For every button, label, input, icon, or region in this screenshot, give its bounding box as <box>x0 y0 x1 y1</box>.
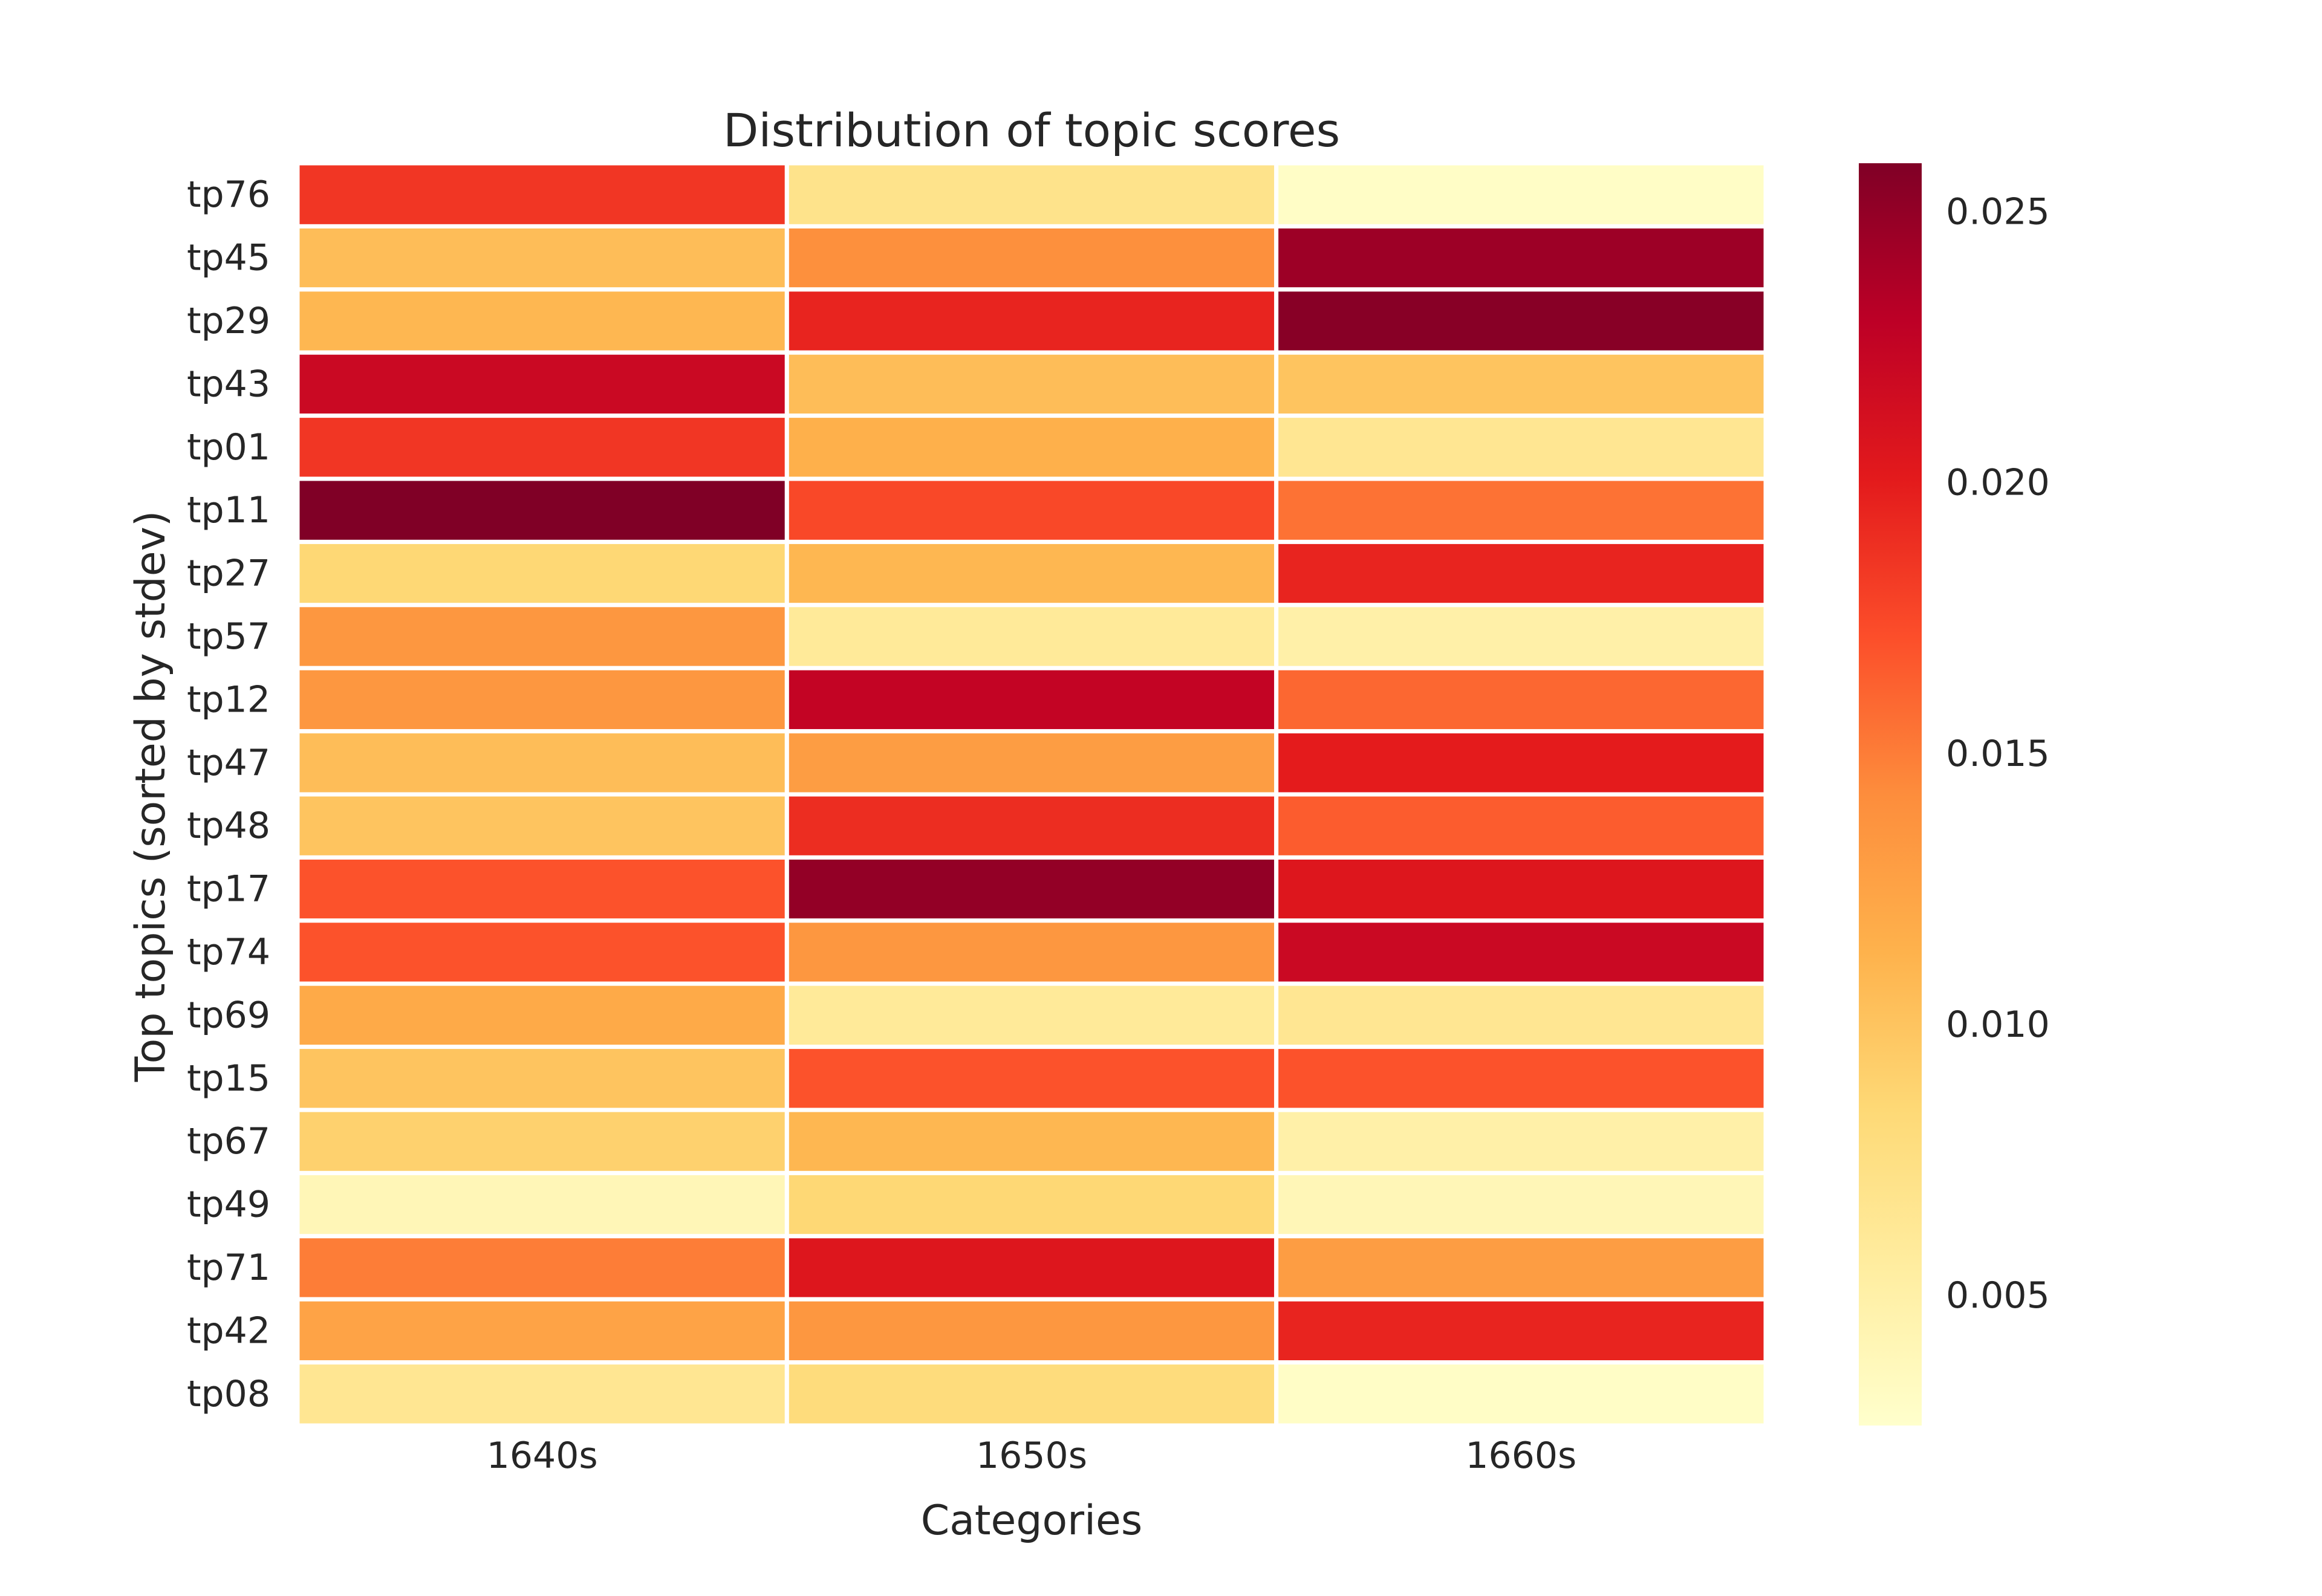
heatmap-cell-tp69-1640s <box>295 981 789 1049</box>
heatmap-cell-tp45-1660s <box>1274 224 1768 292</box>
y-tick-label-tp74: tp74 <box>187 931 270 973</box>
heatmap-cells <box>295 161 1768 1428</box>
x-axis-label: Categories <box>921 1497 1143 1545</box>
heatmap-cell-tp71-1640s <box>295 1234 789 1302</box>
heatmap-cell-tp29-1640s <box>295 287 789 355</box>
heatmap-cell-tp15-1640s <box>295 1045 789 1112</box>
heatmap-cell-tp74-1650s <box>784 918 1279 986</box>
heatmap-cell-tp43-1640s <box>295 350 789 418</box>
heatmap-cell-tp27-1660s <box>1274 539 1768 608</box>
y-tick-label-tp48: tp48 <box>187 805 270 847</box>
heatmap-cell-tp49-1660s <box>1274 1170 1768 1239</box>
heatmap-cell-tp15-1660s <box>1274 1045 1768 1112</box>
heatmap-cell-tp67-1650s <box>784 1108 1279 1175</box>
y-tick-label-tp08: tp08 <box>187 1373 270 1415</box>
colorbar <box>1859 163 1922 1426</box>
y-tick-label-tp17: tp17 <box>187 868 270 910</box>
heatmap-cell-tp48-1640s <box>295 792 789 860</box>
y-axis-label: Top topics (sorted by stdev) <box>127 511 175 1083</box>
colorbar-ticks: 0.025 0.020 0.015 0.010 0.005 <box>1946 191 2050 1317</box>
y-tick-label-tp49: tp49 <box>187 1184 270 1226</box>
heatmap-cell-tp01-1640s <box>295 414 789 481</box>
heatmap-cell-tp74-1660s <box>1274 918 1768 986</box>
chart-title: Distribution of topic scores <box>723 103 1340 157</box>
heatmap-cell-tp71-1650s <box>784 1234 1279 1302</box>
colorbar-tick-label: 0.010 <box>1946 1004 2050 1046</box>
heatmap-cell-tp12-1650s <box>784 666 1279 734</box>
heatmap-cell-tp11-1650s <box>784 476 1279 544</box>
heatmap-cell-tp49-1650s <box>784 1170 1279 1239</box>
heatmap-cell-tp01-1650s <box>784 414 1279 481</box>
y-tick-label-tp11: tp11 <box>187 489 270 531</box>
y-tick-labels: tp76 tp45 tp29 tp43 tp01 tp11 tp27 tp57 tp12 tp47… <box>187 174 270 1415</box>
y-tick-label-tp45: tp45 <box>187 237 270 279</box>
x-tick-label-1650s: 1650s <box>976 1435 1087 1477</box>
heatmap-cell-tp43-1660s <box>1274 350 1768 418</box>
x-tick-labels: 1640s 1650s 1660s <box>487 1435 1577 1477</box>
heatmap-cell-tp67-1640s <box>295 1108 789 1175</box>
heatmap-cell-tp76-1640s <box>295 161 789 229</box>
y-tick-label-tp57: tp57 <box>187 615 270 658</box>
heatmap-cell-tp42-1660s <box>1274 1297 1768 1365</box>
heatmap-cell-tp57-1640s <box>295 603 789 670</box>
heatmap-cell-tp43-1650s <box>784 350 1279 418</box>
heatmap-cell-tp11-1660s <box>1274 476 1768 544</box>
heatmap-cell-tp12-1640s <box>295 666 789 734</box>
heatmap-cell-tp57-1650s <box>784 603 1279 670</box>
heatmap-cell-tp47-1660s <box>1274 729 1768 797</box>
heatmap-cell-tp49-1640s <box>295 1170 789 1239</box>
heatmap-cell-tp42-1640s <box>295 1297 789 1365</box>
y-tick-label-tp42: tp42 <box>187 1309 270 1352</box>
y-tick-label-tp43: tp43 <box>187 363 270 405</box>
y-tick-label-tp12: tp12 <box>187 678 270 721</box>
heatmap-cell-tp45-1640s <box>295 224 789 292</box>
heatmap-cell-tp17-1660s <box>1274 855 1768 923</box>
colorbar-tick-label: 0.020 <box>1946 462 2050 504</box>
y-tick-label-tp47: tp47 <box>187 742 270 784</box>
y-tick-label-tp27: tp27 <box>187 553 270 595</box>
heatmap-cell-tp48-1660s <box>1274 792 1768 860</box>
heatmap-cell-tp12-1660s <box>1274 666 1768 734</box>
heatmap-cell-tp11-1640s <box>295 476 789 544</box>
y-tick-label-tp69: tp69 <box>187 994 270 1036</box>
heatmap-cell-tp45-1650s <box>784 224 1279 292</box>
heatmap-cell-tp29-1660s <box>1274 287 1768 355</box>
heatmap-cell-tp76-1660s <box>1274 161 1768 229</box>
heatmap-cell-tp17-1650s <box>784 855 1279 923</box>
x-tick-label-1660s: 1660s <box>1465 1435 1576 1477</box>
y-tick-label-tp29: tp29 <box>187 300 270 342</box>
heatmap-cell-tp29-1650s <box>784 287 1279 355</box>
heatmap-cell-tp15-1650s <box>784 1045 1279 1112</box>
heatmap-cell-tp08-1660s <box>1274 1360 1768 1428</box>
heatmap-cell-tp27-1640s <box>295 539 789 608</box>
heatmap-cell-tp48-1650s <box>784 792 1279 860</box>
x-tick-label-1640s: 1640s <box>487 1435 598 1477</box>
heatmap-cell-tp76-1650s <box>784 161 1279 229</box>
heatmap-cell-tp17-1640s <box>295 855 789 923</box>
heatmap-cell-tp74-1640s <box>295 918 789 986</box>
heatmap-cell-tp47-1650s <box>784 729 1279 797</box>
heatmap-cell-tp01-1660s <box>1274 414 1768 481</box>
colorbar-tick-label: 0.025 <box>1946 191 2050 233</box>
colorbar-tick-label: 0.005 <box>1946 1274 2050 1317</box>
y-tick-label-tp76: tp76 <box>187 174 270 216</box>
heatmap-cell-tp69-1660s <box>1274 981 1768 1049</box>
heatmap-cell-tp27-1650s <box>784 539 1279 608</box>
colorbar-tick-label: 0.015 <box>1946 733 2050 775</box>
heatmap-cell-tp69-1650s <box>784 981 1279 1049</box>
y-tick-label-tp71: tp71 <box>187 1247 270 1289</box>
heatmap-cell-tp67-1660s <box>1274 1108 1768 1175</box>
heatmap-cell-tp57-1660s <box>1274 603 1768 670</box>
y-tick-label-tp67: tp67 <box>187 1120 270 1163</box>
y-tick-label-tp01: tp01 <box>187 426 270 469</box>
heatmap-cell-tp08-1650s <box>784 1360 1279 1428</box>
heatmap-cell-tp08-1640s <box>295 1360 789 1428</box>
heatmap-cell-tp42-1650s <box>784 1297 1279 1365</box>
y-tick-label-tp15: tp15 <box>187 1057 270 1100</box>
heatmap-cell-tp47-1640s <box>295 729 789 797</box>
heatmap-cell-tp71-1660s <box>1274 1234 1768 1302</box>
